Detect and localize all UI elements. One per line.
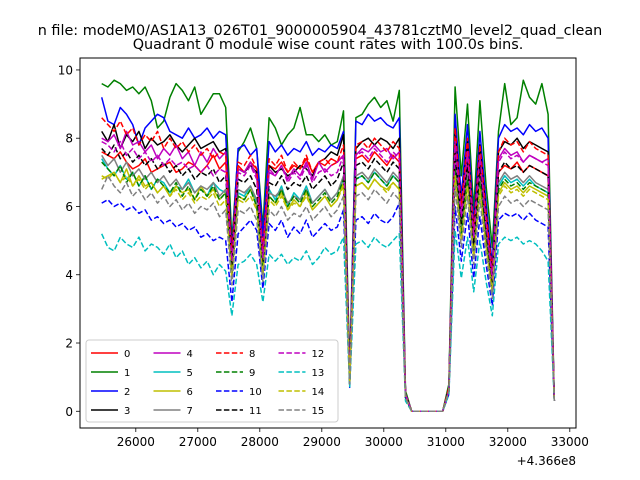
series-line-15: [101, 175, 556, 413]
x-tick-label: 28000: [241, 435, 279, 449]
legend-label-8: 8: [249, 349, 255, 360]
series-line-13: [101, 229, 556, 413]
legend-label-10: 10: [249, 387, 262, 398]
legend-label-6: 6: [187, 387, 193, 398]
series-line-12: [101, 140, 556, 413]
legend-label-9: 9: [249, 368, 255, 379]
x-offset-label: +4.366e8: [517, 454, 576, 468]
series-line-14: [101, 171, 556, 413]
x-tick-label: 32000: [489, 435, 527, 449]
series-line-1: [101, 79, 556, 413]
legend-label-13: 13: [312, 368, 325, 379]
legend-label-0: 0: [124, 349, 130, 360]
legend-label-2: 2: [124, 387, 130, 398]
y-tick-label: 10: [58, 63, 73, 77]
legend-label-15: 15: [312, 406, 325, 417]
x-tick-label: 29000: [303, 435, 341, 449]
series-line-2: [100, 97, 556, 413]
y-tick-label: 2: [65, 337, 73, 351]
figure-suptitle: n file: modeM0/AS1A13_026T01_9000005904_…: [38, 23, 603, 39]
y-tick-label: 0: [65, 405, 73, 419]
x-tick-label: 26000: [117, 435, 155, 449]
legend-label-7: 7: [187, 406, 193, 417]
legend-box: [85, 339, 339, 423]
x-tick-label: 27000: [179, 435, 217, 449]
y-tick-label: 8: [65, 132, 73, 146]
series-layer: [100, 79, 556, 413]
legend-label-12: 12: [312, 349, 325, 360]
legend-label-3: 3: [124, 406, 130, 417]
x-axis: 26000 27000 28000 29000 30000 31000 32000 33000: [117, 428, 589, 449]
series-line-7: [101, 154, 556, 413]
y-tick-label: 6: [65, 200, 73, 214]
x-tick-label: 30000: [365, 435, 403, 449]
legend-label-5: 5: [187, 368, 193, 379]
legend-label-4: 4: [187, 349, 193, 360]
plot-frame: [79, 57, 577, 429]
chart-title: Quadrant 0 module wise count rates with …: [133, 37, 524, 53]
series-line-8: [101, 117, 556, 413]
x-tick-label: 33000: [551, 435, 589, 449]
y-tick-label: 4: [65, 268, 73, 282]
y-axis: 0 2 4 6 8 10: [58, 63, 80, 419]
legend-label-1: 1: [124, 368, 130, 379]
series-line-10: [101, 198, 556, 413]
legend-label-14: 14: [312, 387, 325, 398]
x-tick-label: 31000: [427, 435, 465, 449]
legend-label-11: 11: [249, 406, 262, 417]
series-line-9: [101, 161, 556, 413]
